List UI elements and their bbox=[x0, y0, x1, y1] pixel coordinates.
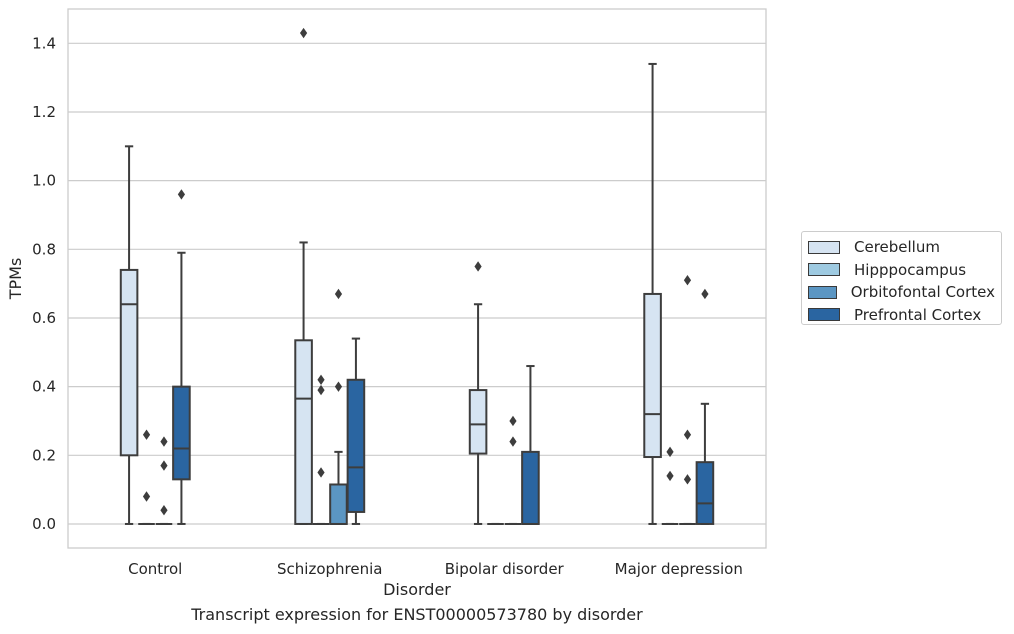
box-cerebellum bbox=[468, 261, 488, 525]
legend-swatch bbox=[808, 285, 837, 299]
box-hipppocampus bbox=[138, 429, 155, 525]
y-tick-label: 0.8 bbox=[32, 240, 56, 258]
iqr-box bbox=[695, 461, 715, 525]
outlier-point bbox=[509, 436, 517, 447]
legend-item: Prefrontal Cortex bbox=[808, 304, 995, 327]
plot-area-frame bbox=[67, 8, 767, 549]
box-hipppocampus bbox=[661, 446, 679, 525]
box-orbitofontal-cortex bbox=[329, 288, 348, 525]
y-tick-label: 0.0 bbox=[32, 515, 56, 533]
outlier-point bbox=[683, 429, 692, 440]
outlier-point bbox=[160, 505, 168, 516]
outlier-point bbox=[317, 374, 325, 385]
box-prefrontal-cortex bbox=[695, 288, 715, 525]
iqr-box bbox=[172, 385, 191, 481]
outlier-point bbox=[160, 436, 168, 447]
box-prefrontal-cortex bbox=[521, 365, 540, 525]
box-orbitofontal-cortex bbox=[155, 436, 173, 525]
box-cerebellum bbox=[643, 62, 662, 525]
iqr-box bbox=[643, 292, 662, 459]
box-orbitofontal-cortex bbox=[504, 415, 522, 525]
x-tick-label: Major depression bbox=[615, 560, 743, 578]
x-tick-label: Bipolar disorder bbox=[445, 560, 565, 578]
iqr-box bbox=[329, 483, 348, 525]
iqr-box bbox=[521, 450, 540, 525]
outlier-point bbox=[160, 460, 168, 471]
legend-item: Cerebellum bbox=[808, 236, 995, 259]
legend-item: Orbitofontal Cortex bbox=[808, 281, 995, 304]
legend-item: Hipppocampus bbox=[808, 259, 995, 282]
x-tick-label: Schizophrenia bbox=[277, 560, 382, 578]
legend-swatch bbox=[808, 308, 840, 322]
box-orbitofontal-cortex bbox=[679, 275, 696, 525]
legend-label: Cerebellum bbox=[854, 238, 940, 257]
y-axis-ticks: 0.0 0.2 0.4 0.6 0.8 1.0 1.2 1.4 bbox=[32, 34, 56, 533]
y-tick-label: 1.4 bbox=[32, 34, 56, 52]
outlier-point bbox=[334, 288, 343, 300]
box-hipppocampus bbox=[312, 374, 330, 525]
legend-label: Orbitofontal Cortex bbox=[850, 283, 995, 302]
y-axis-label: TPMs bbox=[6, 258, 25, 301]
iqr-box bbox=[119, 268, 139, 457]
x-axis-ticks: Control Schizophrenia Bipolar disorder Majo… bbox=[128, 560, 743, 578]
outlier-point bbox=[509, 415, 517, 427]
outlier-point bbox=[317, 384, 325, 396]
legend-swatch bbox=[808, 240, 840, 254]
outlier-point bbox=[474, 261, 482, 272]
outlier-point bbox=[142, 429, 151, 440]
legend-swatch bbox=[808, 263, 840, 277]
x-tick-label: Control bbox=[128, 560, 182, 578]
outlier-point bbox=[701, 288, 709, 300]
outlier-point bbox=[334, 381, 343, 392]
outlier-point bbox=[666, 470, 674, 482]
legend-label: Hipppocampus bbox=[854, 260, 967, 279]
y-tick-label: 1.2 bbox=[32, 103, 56, 121]
outlier-point bbox=[683, 474, 692, 485]
figure-caption: Transcript expression for ENST0000057378… bbox=[191, 605, 643, 624]
legend-label: Prefrontal Cortex bbox=[854, 305, 982, 324]
outlier-point bbox=[142, 491, 151, 502]
box-prefrontal-cortex bbox=[346, 337, 366, 525]
x-axis-label: Disorder bbox=[383, 580, 451, 599]
box-cerebellum bbox=[119, 145, 139, 525]
legend: Cerebellum Hipppocampus Orbitofontal Corte… bbox=[801, 231, 1002, 325]
outlier-point bbox=[666, 446, 674, 458]
iqr-box bbox=[346, 378, 366, 513]
iqr-box bbox=[468, 389, 488, 455]
y-tick-label: 0.6 bbox=[32, 309, 56, 327]
outlier-point bbox=[317, 467, 325, 478]
iqr-box bbox=[294, 339, 313, 525]
y-tick-label: 0.4 bbox=[32, 378, 56, 396]
box-cerebellum bbox=[294, 27, 313, 525]
outlier-point bbox=[177, 189, 186, 200]
box-series bbox=[119, 27, 715, 525]
outlier-point bbox=[299, 27, 308, 39]
box-prefrontal-cortex bbox=[172, 189, 191, 525]
y-tick-label: 0.2 bbox=[32, 446, 56, 464]
outlier-point bbox=[683, 275, 692, 286]
y-tick-label: 1.0 bbox=[32, 172, 56, 190]
